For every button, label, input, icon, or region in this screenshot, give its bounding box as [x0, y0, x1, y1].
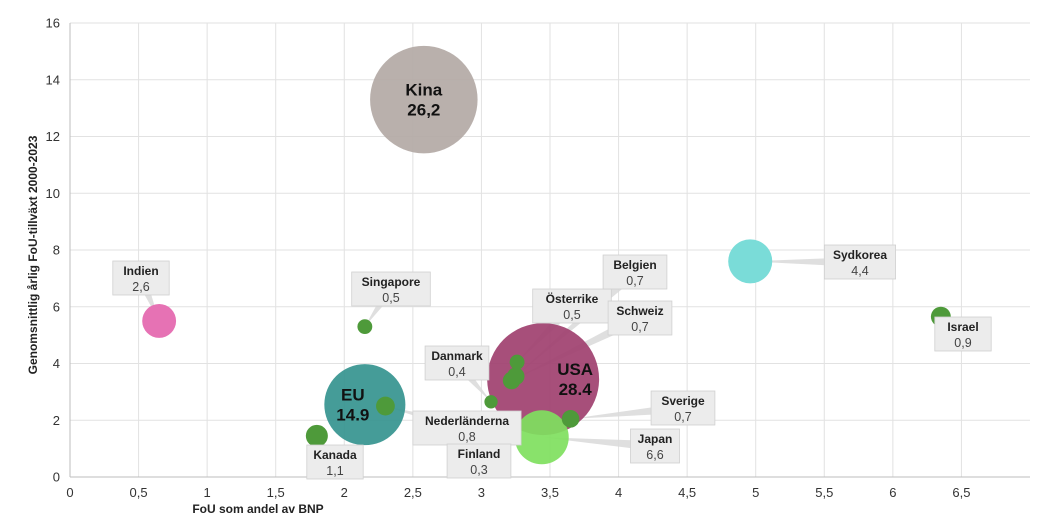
label-box-schweiz — [607, 300, 673, 336]
x-tick-label: 0,5 — [130, 485, 148, 500]
label-name-israel: Israel — [947, 320, 978, 334]
bubble-nederl-nderna — [376, 396, 395, 416]
label-value-schweiz: 0,7 — [631, 320, 648, 334]
bubble-kina — [370, 45, 478, 154]
label-name-singapore: Singapore — [362, 275, 421, 289]
bubble-indien — [142, 304, 177, 338]
x-axis-label: FoU som andel av BNP — [192, 502, 323, 516]
label-box-finland — [446, 443, 512, 479]
label-name-sverige: Sverige — [661, 394, 705, 408]
bubble-schweiz — [502, 371, 521, 390]
bubbles — [142, 45, 951, 465]
x-tick-label: 0 — [66, 485, 73, 500]
bubble-japan — [514, 410, 569, 465]
label-value-kanada: 1,1 — [326, 464, 343, 478]
label-name-sterrike: Österrike — [546, 291, 599, 306]
label-name-kina: Kina — [405, 81, 442, 100]
label-box-singapore — [351, 271, 431, 307]
label-value-eu: 14.9 — [336, 406, 369, 425]
label-name-indien: Indien — [123, 264, 158, 278]
x-tick-label: 2,5 — [404, 485, 422, 500]
x-tick-label: 1,5 — [267, 485, 285, 500]
callout-japan — [541, 437, 656, 451]
x-tick-label: 1 — [204, 485, 211, 500]
label-value-usa: 28.4 — [559, 380, 593, 399]
label-box-sverige — [650, 390, 716, 426]
bubble-sverige — [561, 410, 580, 428]
y-axis-ticks: 0 2 4 6 8 10 12 14 16 — [46, 16, 60, 485]
label-box-kanada — [306, 444, 364, 480]
label-value-israel: 0,9 — [954, 336, 971, 350]
label-box-israel — [934, 316, 992, 352]
bubble-sterrike — [509, 354, 525, 370]
bubble-eu — [324, 364, 406, 446]
x-tick-label: 6,5 — [952, 485, 970, 500]
label-name-japan: Japan — [638, 432, 673, 446]
y-tick-label: 2 — [53, 413, 60, 428]
x-tick-label: 6 — [889, 485, 896, 500]
y-tick-label: 10 — [46, 186, 60, 201]
label-name-belgien: Belgien — [613, 258, 656, 272]
label-value-finland: 0,3 — [470, 463, 487, 477]
label-value-sterrike: 0,5 — [563, 308, 580, 322]
y-tick-label: 0 — [53, 470, 60, 485]
label-box-sydkorea — [824, 244, 897, 280]
label-name-sydkorea: Sydkorea — [833, 248, 887, 262]
bubble-kanada — [305, 424, 328, 447]
y-tick-label: 4 — [53, 356, 60, 371]
bubble-danmark — [484, 395, 498, 409]
label-box-danmark — [424, 345, 490, 381]
label-box-belgien — [602, 254, 668, 290]
bubble-sydkorea — [728, 239, 773, 284]
label-name-nederl-nderna: Nederländerna — [425, 414, 509, 428]
y-tick-label: 8 — [53, 243, 60, 258]
x-tick-label: 5 — [752, 485, 759, 500]
label-value-indien: 2,6 — [132, 280, 149, 294]
x-tick-label: 4 — [615, 485, 622, 500]
label-value-japan: 6,6 — [646, 448, 663, 462]
y-tick-label: 12 — [46, 129, 60, 144]
label-value-nederl-nderna: 0,8 — [458, 430, 475, 444]
label-value-sverige: 0,7 — [674, 410, 691, 424]
label-value-belgien: 0,7 — [626, 274, 643, 288]
y-tick-label: 14 — [46, 72, 60, 87]
bubble-singapore — [357, 319, 373, 335]
x-tick-label: 4,5 — [678, 485, 696, 500]
label-name-kanada: Kanada — [313, 448, 357, 462]
label-value-singapore: 0,5 — [382, 291, 399, 305]
label-box-indien — [112, 260, 170, 296]
label-value-danmark: 0,4 — [448, 365, 465, 379]
label-name-schweiz: Schweiz — [616, 304, 663, 318]
label-name-danmark: Danmark — [431, 349, 483, 363]
bubble-usa — [487, 323, 600, 436]
x-axis-ticks: 0 0,5 1 1,5 2 2,5 3 3,5 4 4,5 5 5,5 6 6,5 — [66, 485, 970, 500]
y-tick-label: 6 — [53, 299, 60, 314]
label-name-usa: USA — [557, 360, 593, 379]
label-value-sydkorea: 4,4 — [851, 264, 868, 278]
label-name-eu: EU — [341, 386, 365, 405]
label-name-finland: Finland — [458, 447, 501, 461]
y-tick-label: 16 — [46, 16, 60, 31]
x-tick-label: 3,5 — [541, 485, 559, 500]
y-axis-label: Genomsnittlig årlig FoU-tillväxt 2000-20… — [26, 135, 40, 374]
label-value-kina: 26,2 — [407, 101, 440, 120]
x-tick-label: 2 — [341, 485, 348, 500]
label-box-japan — [630, 428, 680, 464]
label-box-sterrike — [532, 288, 612, 324]
x-tick-label: 3 — [478, 485, 485, 500]
x-tick-label: 5,5 — [815, 485, 833, 500]
